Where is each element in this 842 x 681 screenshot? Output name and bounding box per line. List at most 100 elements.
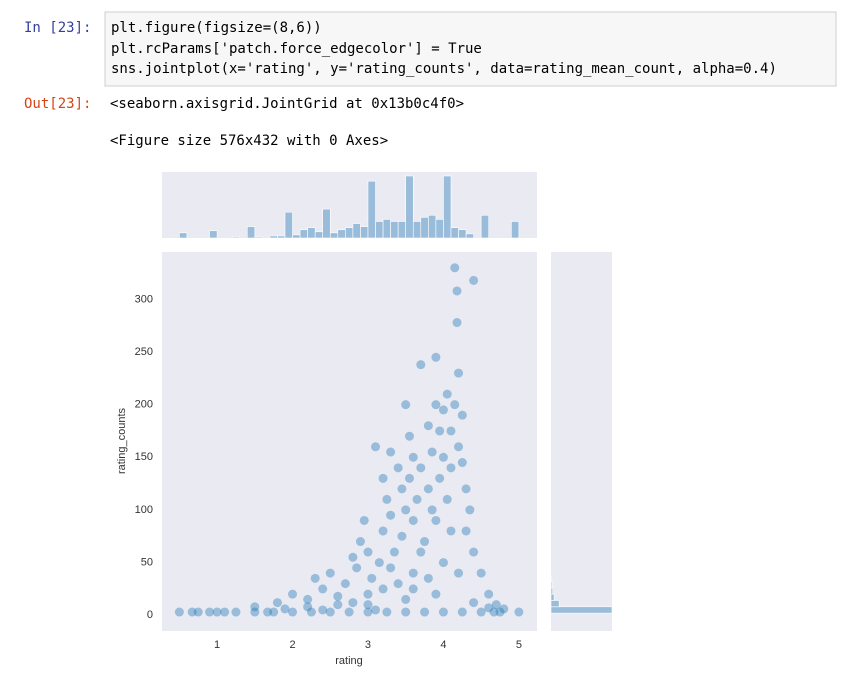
- histogram-bar: [390, 221, 399, 239]
- scatter-point: [457, 458, 467, 468]
- histogram-bar: [337, 229, 346, 239]
- scatter-point: [431, 589, 441, 599]
- histogram-bar: [511, 221, 520, 239]
- scatter-point: [457, 607, 467, 617]
- histogram-bar: [367, 180, 376, 239]
- scatter-point: [438, 452, 448, 462]
- histogram-bar: [352, 223, 361, 239]
- histogram-bar: [450, 227, 459, 239]
- scatter-point: [363, 607, 373, 617]
- histogram-bar: [458, 229, 467, 239]
- scatter-point: [187, 607, 197, 617]
- histogram-bar: [209, 230, 218, 239]
- scatter-point: [386, 510, 396, 520]
- x-tick-label: 1: [214, 639, 220, 651]
- scatter-point: [404, 473, 414, 483]
- scatter-point: [389, 547, 399, 557]
- scatter-point: [438, 607, 448, 617]
- scatter-point: [457, 410, 467, 420]
- scatter-point: [408, 584, 418, 594]
- scatter-point: [427, 505, 437, 515]
- histogram-bar: [382, 219, 391, 239]
- scatter-point: [446, 426, 456, 436]
- histogram-bar: [345, 227, 354, 239]
- scatter-point: [452, 286, 462, 296]
- histogram-bar: [465, 233, 474, 239]
- scatter-point: [423, 573, 433, 583]
- histogram-bar: [397, 221, 407, 239]
- scatter-point: [442, 494, 452, 504]
- scatter-point: [435, 426, 445, 436]
- histogram-bar: [550, 606, 613, 614]
- histogram-bar: [443, 175, 452, 239]
- scatter-point: [340, 579, 350, 589]
- scatter-point: [452, 318, 462, 328]
- x-axis-label: rating: [335, 655, 363, 667]
- scatter-point: [371, 605, 381, 615]
- scatter-point: [306, 607, 316, 617]
- histogram-bar: [550, 581, 553, 589]
- output-prompt: Out[23]:: [24, 96, 91, 112]
- scatter-point: [333, 591, 343, 601]
- scatter-point: [442, 389, 452, 399]
- scatter-point: [272, 598, 282, 608]
- scatter-point: [401, 607, 411, 617]
- scatter-point: [408, 515, 418, 525]
- code-cell[interactable]: [104, 11, 837, 87]
- scatter-point: [427, 447, 437, 457]
- histogram-bar: [254, 236, 263, 239]
- histogram-bar: [322, 208, 331, 239]
- scatter-point: [378, 526, 388, 536]
- scatter-point: [333, 600, 343, 610]
- histogram-bar: [314, 231, 324, 239]
- histogram-bar: [284, 211, 293, 239]
- scatter-point: [193, 607, 203, 617]
- scatter-point: [393, 579, 403, 589]
- scatter-point: [499, 604, 509, 614]
- histogram-bar: [550, 574, 552, 582]
- scatter-point: [484, 589, 494, 599]
- scatter-point: [374, 558, 384, 568]
- scatter-point: [325, 568, 335, 578]
- marginal-y-area: [551, 252, 612, 631]
- scatter-point: [174, 607, 184, 617]
- scatter-point: [325, 607, 335, 617]
- scatter-point: [435, 473, 445, 483]
- x-tick-label: 4: [440, 639, 446, 651]
- scatter-point: [438, 405, 448, 415]
- scatter-point: [269, 607, 279, 617]
- scatter-point: [288, 589, 298, 599]
- histogram-bar: [375, 221, 384, 239]
- histogram-bar: [550, 587, 553, 595]
- scatter-point: [420, 537, 430, 547]
- scatter-point: [393, 463, 403, 473]
- histogram-bar: [428, 214, 437, 239]
- scatter-point: [318, 584, 328, 594]
- scatter-point: [514, 607, 524, 617]
- histogram-bar: [550, 600, 560, 608]
- scatter-point: [416, 360, 426, 370]
- scatter-point: [378, 584, 388, 594]
- scatter-point: [446, 526, 456, 536]
- code-line: plt.figure(figsize=(8,6)): [111, 20, 322, 36]
- output-text: <Figure size 576x432 with 0 Axes>: [110, 133, 388, 149]
- scatter-point: [401, 505, 411, 515]
- scatter-point: [344, 607, 354, 617]
- code-line: plt.rcParams['patch.force_edgecolor'] = …: [111, 41, 482, 57]
- scatter-point: [212, 607, 222, 617]
- scatter-point: [454, 368, 464, 378]
- scatter-point: [231, 607, 241, 617]
- scatter-point: [303, 602, 313, 612]
- scatter-point: [303, 594, 313, 604]
- scatter-point: [461, 484, 471, 494]
- scatter-point: [386, 447, 396, 457]
- y-tick-label: 250: [135, 346, 153, 358]
- y-tick-label: 200: [135, 399, 153, 411]
- scatter-point: [423, 421, 433, 431]
- scatter-point: [220, 607, 230, 617]
- scatter-point: [363, 547, 373, 557]
- y-tick-label: 300: [135, 293, 153, 305]
- scatter-point: [250, 602, 260, 612]
- scatter-point: [367, 573, 377, 583]
